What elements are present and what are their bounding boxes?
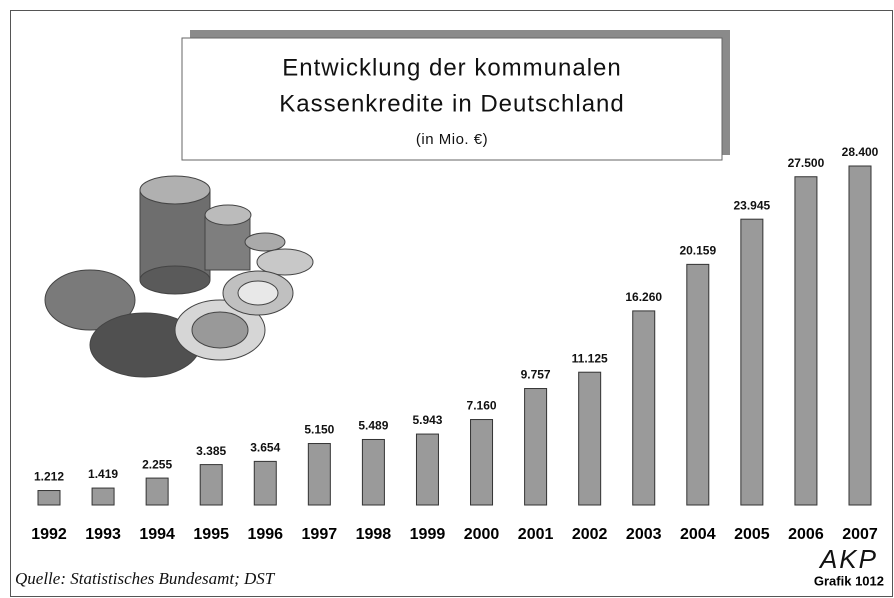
value-label: 16.260 (625, 290, 662, 304)
chart-title: Kassenkredite in Deutschland (279, 90, 625, 117)
x-tick-label: 2005 (734, 526, 770, 543)
x-tick-label: 1992 (31, 526, 67, 543)
bar (307, 443, 331, 506)
bar (415, 433, 439, 506)
bar (686, 263, 710, 506)
value-label: 3.385 (196, 444, 226, 458)
bar (361, 438, 385, 506)
bar (253, 460, 277, 506)
value-label: 11.125 (572, 351, 608, 365)
value-label: 1.419 (88, 467, 118, 481)
x-tick-label: 1994 (139, 526, 175, 543)
x-tick-label: 2007 (842, 526, 878, 543)
value-label: 5.489 (358, 419, 388, 433)
value-label: 28.400 (842, 145, 879, 159)
bar (794, 176, 818, 506)
value-label: 5.150 (304, 423, 334, 437)
bar (632, 310, 656, 506)
x-tick-label: 2002 (572, 526, 608, 543)
bar (740, 218, 764, 506)
bar (848, 165, 872, 506)
x-tick-label: 1996 (247, 526, 283, 543)
coins-illustration (44, 175, 314, 378)
x-tick-label: 2004 (680, 526, 716, 543)
value-label: 5.943 (412, 413, 442, 427)
bar (470, 419, 494, 506)
bar (37, 490, 61, 506)
source-note: Quelle: Statistisches Bundesamt; DST (15, 569, 276, 588)
value-label: 20.159 (679, 244, 716, 258)
value-label: 2.255 (142, 457, 172, 471)
chart-subtitle: (in Mio. €) (416, 131, 488, 148)
value-label: 9.757 (521, 368, 551, 382)
title-box (181, 37, 723, 161)
bar (524, 388, 548, 506)
x-tick-label: 1999 (410, 526, 446, 543)
x-tick-label: 1997 (302, 526, 338, 543)
bar (91, 487, 115, 506)
bar (199, 464, 223, 506)
x-tick-label: 2000 (464, 526, 500, 543)
bar (578, 371, 602, 506)
graphic-id: Grafik 1012 (814, 573, 884, 588)
x-tick-label: 2006 (788, 526, 824, 543)
value-label: 7.160 (467, 399, 497, 413)
frame (10, 10, 893, 597)
x-tick-label: 1993 (85, 526, 121, 543)
x-tick-label: 2003 (626, 526, 662, 543)
x-tick-label: 1995 (193, 526, 229, 543)
x-tick-label: 1998 (356, 526, 392, 543)
bar (145, 477, 169, 506)
value-label: 27.500 (788, 156, 825, 170)
value-label: 3.654 (250, 441, 280, 455)
value-label: 1.212 (34, 470, 64, 484)
value-label: 23.945 (734, 198, 771, 212)
chart-title: Entwicklung der kommunalen (282, 54, 622, 81)
x-tick-label: 2001 (518, 526, 554, 543)
brand: AKP (818, 544, 878, 574)
